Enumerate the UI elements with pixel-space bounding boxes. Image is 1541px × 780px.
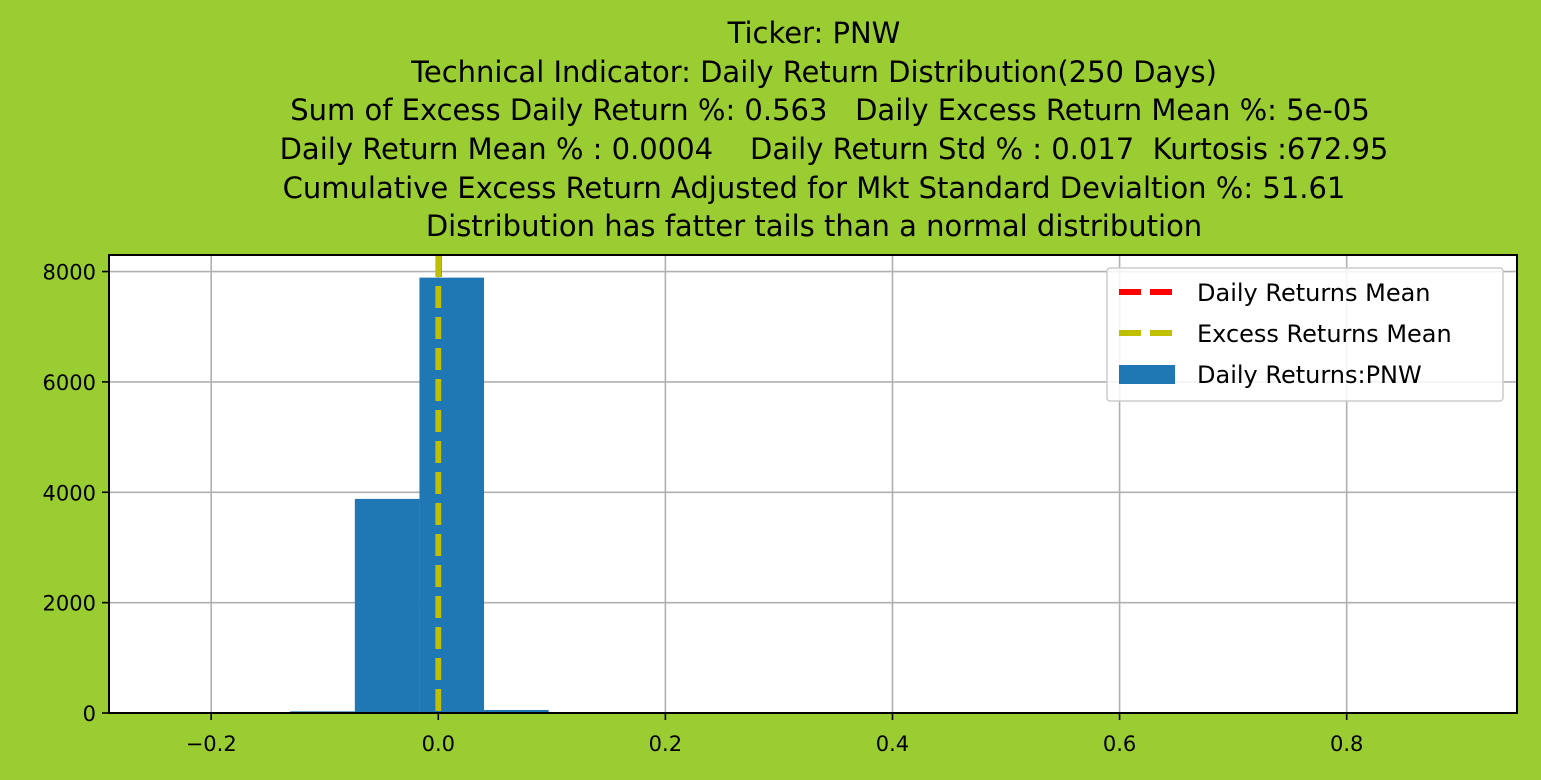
legend-label: Excess Returns Mean bbox=[1197, 320, 1452, 348]
title-excess-stats: Sum of Excess Daily Return %: 0.563 Dail… bbox=[290, 93, 1370, 127]
y-tick-label: 8000 bbox=[43, 261, 96, 285]
x-tick-label: 0.0 bbox=[422, 732, 455, 756]
title-return-stats: Daily Return Mean % : 0.0004 Daily Retur… bbox=[279, 132, 1389, 166]
legend-swatch-patch bbox=[1119, 365, 1175, 384]
legend: Daily Returns Mean Excess Returns Mean Dai… bbox=[1106, 267, 1504, 402]
y-tick-label: 6000 bbox=[43, 371, 96, 395]
title-ticker: Ticker: PNW bbox=[727, 16, 901, 50]
title-indicator: Technical Indicator: Daily Return Distri… bbox=[411, 55, 1217, 89]
y-axis-ticks: 0 2000 4000 6000 8000 bbox=[43, 261, 109, 726]
plot-frame bbox=[108, 254, 1518, 714]
legend-label: Daily Returns Mean bbox=[1197, 279, 1431, 307]
legend-label: Daily Returns:PNW bbox=[1197, 361, 1422, 389]
title-cumulative: Cumulative Excess Return Adjusted for Mk… bbox=[282, 171, 1346, 205]
title-distribution-note: Distribution has fatter tails than a nor… bbox=[425, 209, 1203, 243]
y-tick-label: 4000 bbox=[43, 481, 96, 505]
legend-box bbox=[1106, 267, 1504, 402]
histogram-bar bbox=[484, 709, 549, 713]
y-tick-label: 0 bbox=[83, 702, 96, 726]
x-tick-label: 0.6 bbox=[1103, 732, 1136, 756]
x-axis-ticks: −0.2 0.0 0.2 0.4 0.6 0.8 bbox=[186, 713, 1363, 756]
y-tick-label: 2000 bbox=[43, 592, 96, 616]
x-tick-label: −0.2 bbox=[186, 732, 237, 756]
x-tick-label: 0.4 bbox=[876, 732, 909, 756]
histogram-bar bbox=[354, 498, 420, 713]
x-tick-label: 0.8 bbox=[1330, 732, 1363, 756]
histogram-bar bbox=[419, 277, 485, 713]
x-tick-label: 0.2 bbox=[649, 732, 682, 756]
